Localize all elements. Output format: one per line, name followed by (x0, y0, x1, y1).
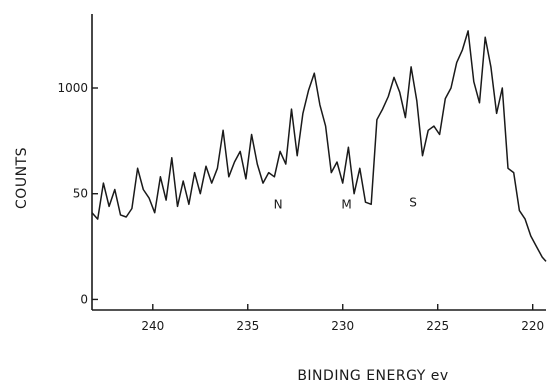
x-tick-label: 235 (236, 319, 259, 333)
peak-label: M (341, 198, 351, 212)
y-tick-label: 50 (73, 187, 88, 201)
x-tick-label: 240 (141, 319, 164, 333)
y-axis-title: COUNTS (14, 147, 30, 209)
y-axis-ticks: 0 50 1000 (57, 81, 98, 306)
x-tick-label: 225 (426, 319, 449, 333)
x-tick-label: 230 (331, 319, 354, 333)
x-axis-title: BINDING ENERGY ev (297, 368, 448, 384)
y-tick-label: 0 (80, 292, 88, 306)
plot-area (91, 30, 547, 262)
spectrum-line (91, 30, 547, 262)
peak-label: N (274, 198, 283, 212)
peak-label: S (409, 195, 417, 209)
x-axis-ticks: 240 235 230 225 220 (141, 304, 544, 333)
axes (91, 14, 546, 311)
x-tick-label: 220 (521, 319, 544, 333)
y-tick-label: 1000 (57, 81, 88, 95)
